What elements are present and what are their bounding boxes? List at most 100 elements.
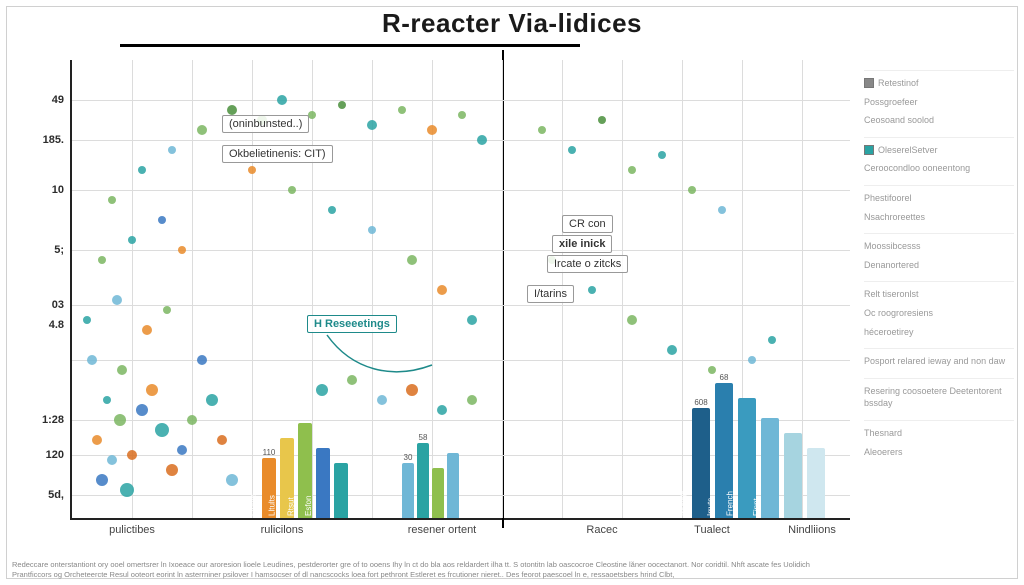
legend-label: Moossibcesss	[864, 240, 921, 253]
bar: Finnt	[761, 418, 779, 518]
annotation: Okbelietinenis: CIT)	[222, 145, 333, 163]
gridline-h	[72, 305, 850, 306]
legend-item: Resering coosoetere Deetentorent bssday	[864, 385, 1014, 410]
scatter-point	[288, 186, 296, 194]
legend-label: Ceosoand soolod	[864, 114, 934, 127]
bar-label: Esfon	[304, 496, 313, 516]
scatter-point	[598, 116, 606, 124]
legend-item: OleserelSetver	[864, 144, 1014, 157]
gridline-v	[192, 60, 193, 518]
legend-item: Ceroocondloo ooneentong	[864, 162, 1014, 175]
scatter-point	[187, 415, 197, 425]
scatter-point	[87, 355, 97, 365]
scatter-point	[217, 435, 227, 445]
scatter-point	[136, 404, 148, 416]
scatter-point	[142, 325, 152, 335]
y-tick-label: 10	[52, 184, 64, 196]
y-tick-label: 120	[46, 449, 64, 461]
scatter-point	[114, 414, 126, 426]
legend-group: ThesnardAleoerers	[864, 420, 1014, 458]
bar-value: 110	[263, 448, 276, 457]
legend-label: Nsachroreettes	[864, 211, 925, 224]
scatter-point	[158, 216, 166, 224]
scatter-point	[117, 365, 127, 375]
legend-group: Phestifoorel Nsachroreettes	[864, 185, 1014, 223]
gridline-h	[72, 360, 850, 361]
scatter-point	[688, 186, 696, 194]
x-tick-label: rulicilons	[261, 524, 304, 536]
footer-line-1: Redeccare onterstantiont ory ooel omerts…	[12, 560, 1012, 569]
y-tick-label: 49	[52, 94, 64, 106]
plot-area: 49185.105;034.81:281205d,pulictibesrulic…	[70, 60, 850, 520]
legend-label: Ceroocondloo ooneentong	[864, 162, 970, 175]
scatter-point	[197, 355, 207, 365]
y-tick-label: 185.	[43, 134, 64, 146]
y-tick-label: 5d,	[48, 489, 64, 501]
scatter-point	[768, 336, 776, 344]
scatter-point	[658, 151, 666, 159]
scatter-point	[328, 206, 336, 214]
scatter-point	[398, 106, 406, 114]
scatter-point	[227, 105, 237, 115]
x-tick-label: pulictibes	[109, 524, 155, 536]
legend-label: Denanortered	[864, 259, 919, 272]
legend-item: Ceosoand soolod	[864, 114, 1014, 127]
annotation: I/tarins	[527, 285, 574, 303]
scatter-point	[437, 405, 447, 415]
gridline-h	[72, 100, 850, 101]
scatter-point	[628, 166, 636, 174]
gridline-v	[802, 60, 803, 518]
gridline-h	[72, 190, 850, 191]
legend-item: Posport relared ieway and non daw	[864, 355, 1014, 368]
bar-label: French	[726, 491, 735, 516]
scatter-point	[458, 111, 466, 119]
scatter-point	[277, 95, 287, 105]
scatter-point	[107, 455, 117, 465]
legend-label: héceroetirey	[864, 326, 914, 339]
scatter-point	[588, 286, 596, 294]
scatter-point	[467, 315, 477, 325]
bar-label: Irruts	[706, 498, 715, 516]
scatter-point	[103, 396, 111, 404]
legend-item: Thesnard	[864, 427, 1014, 440]
legend-item: Denanortered	[864, 259, 1014, 272]
legend-label: Resering coosoetere Deetentorent bssday	[864, 385, 1014, 410]
scatter-point	[112, 295, 122, 305]
scatter-point	[538, 126, 546, 134]
bar-value: 58	[419, 433, 428, 442]
scatter-point	[197, 125, 207, 135]
legend-item: Moossibcesss	[864, 240, 1014, 253]
legend-swatch	[864, 78, 874, 88]
legend-item: Relt tiseronlst	[864, 288, 1014, 301]
annotation: (oninbunsted..)	[222, 115, 309, 133]
scatter-point	[163, 306, 171, 314]
annotation-arrow	[322, 330, 442, 390]
bar-label: Irocials	[679, 491, 688, 516]
scatter-point	[427, 125, 437, 135]
scatter-point	[92, 435, 102, 445]
bar: 58	[417, 443, 429, 518]
scatter-point	[178, 246, 186, 254]
bar-value: 30	[404, 453, 413, 462]
gridline-v	[682, 60, 683, 518]
bar-value: 608	[694, 398, 707, 407]
scatter-point	[437, 285, 447, 295]
legend-item: héceroetirey	[864, 326, 1014, 339]
x-tick-label: Racec	[586, 524, 617, 536]
legend-item: Phestifoorel	[864, 192, 1014, 205]
bar-label: Rtsut	[287, 497, 296, 516]
bar-label: Finnt	[752, 498, 761, 516]
scatter-point	[248, 166, 256, 174]
bar	[784, 433, 802, 518]
scatter-point	[308, 111, 316, 119]
legend-item: Nsachroreettes	[864, 211, 1014, 224]
bar-label: Lltults	[268, 495, 277, 516]
scatter-point	[367, 120, 377, 130]
legend-group: Resering coosoetere Deetentorent bssday	[864, 378, 1014, 410]
legend-group: RetestinofPossgroefeerCeosoand soolod	[864, 70, 1014, 127]
bar	[432, 468, 444, 518]
legend-label: Retestinof	[878, 77, 919, 90]
title-underline	[120, 44, 580, 47]
bar: 30	[402, 463, 414, 518]
scatter-point	[377, 395, 387, 405]
